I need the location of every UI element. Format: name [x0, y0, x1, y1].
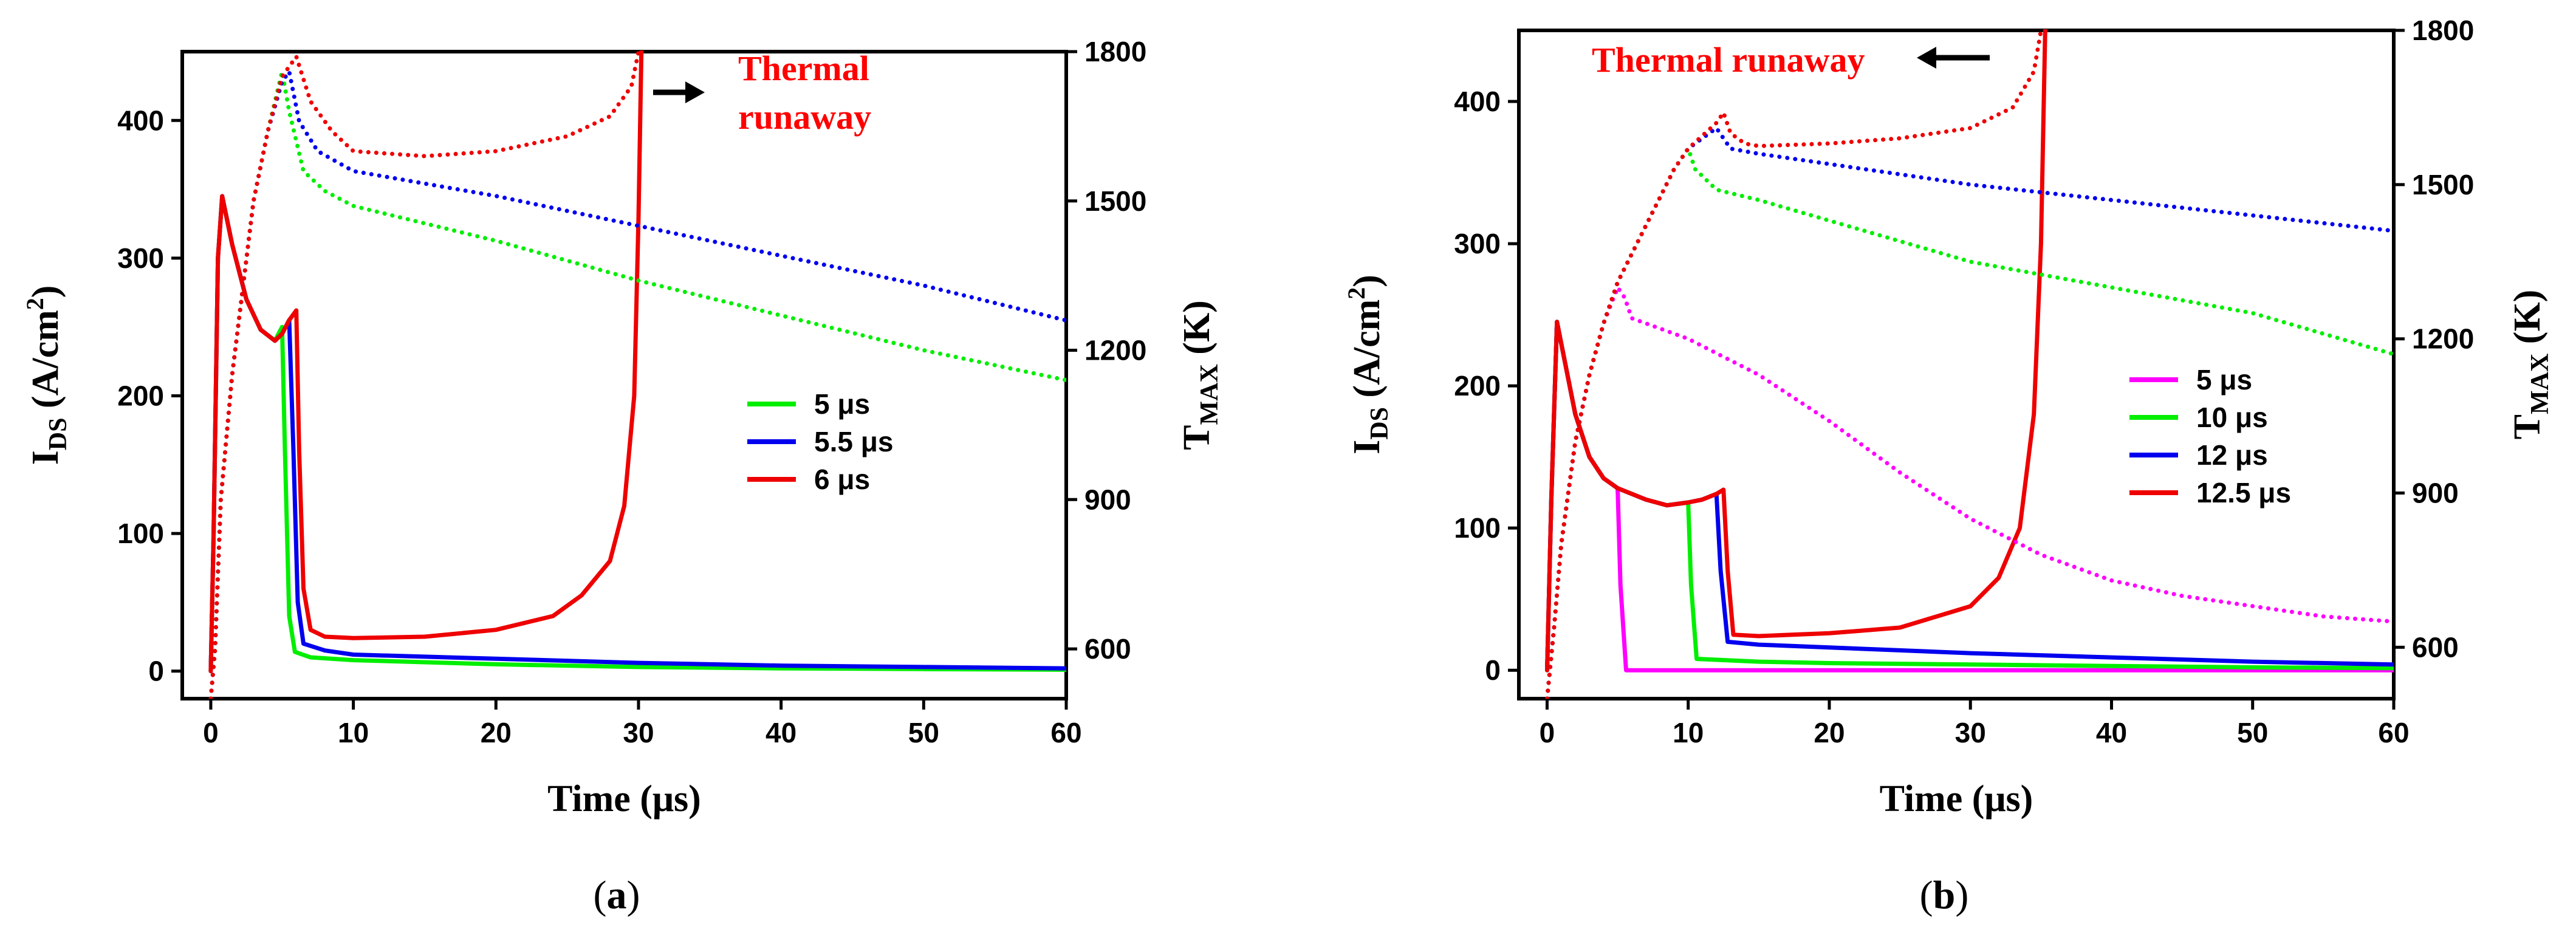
- y-left-label-main: I: [1346, 440, 1388, 454]
- y-right-tick-label: 1800: [1084, 36, 1146, 67]
- y-left-axis-label: IDS (A/cm2): [1343, 275, 1394, 454]
- plot-frame: [1517, 29, 2396, 700]
- series-layer: [208, 50, 1066, 699]
- x-axis-label: Time (μs): [1880, 778, 2033, 820]
- y-right-axis-label: TMAX (K): [1176, 300, 1224, 450]
- y-left-tick-label: 200: [1454, 370, 1501, 402]
- x-tick-label: 30: [1955, 717, 1986, 748]
- x-axis-label: Time (μs): [547, 778, 701, 820]
- x-tick-label: 0: [1540, 717, 1555, 748]
- series-line-6-s: [208, 50, 644, 674]
- y-right-tick-label: 1500: [2412, 169, 2474, 200]
- legend-label-12-5-s: 12.5 μs: [2196, 477, 2291, 509]
- y-left-tick-label: 200: [117, 380, 164, 411]
- panel-caption: (a): [594, 873, 640, 917]
- y-right-tick-label: 1500: [1084, 185, 1146, 217]
- annotation-text-line2: runaway: [738, 97, 871, 137]
- legend-label-10-s: 10 μs: [2196, 402, 2268, 433]
- y-left-label-close: ): [25, 286, 66, 298]
- y-right-label-sub: MAX: [1196, 364, 1224, 425]
- y-left-tick-label: 400: [1454, 86, 1501, 117]
- series-line-t-12-5-s: [1545, 29, 2043, 699]
- y-left-tick-label: 100: [117, 518, 164, 549]
- x-tick-label: 0: [203, 717, 219, 748]
- legend-label-5-s: 5 μs: [814, 388, 870, 420]
- legend: 5 μs 10 μs 12 μs 12.5 μs: [2129, 364, 2291, 509]
- series-line-12-5-s: [1545, 29, 2047, 673]
- panel-caption: (b): [1920, 873, 1969, 917]
- x-tick-label: 20: [1814, 717, 1845, 748]
- y-left-tick-label: 300: [1454, 228, 1501, 259]
- y-left-label-sup: 2: [21, 298, 49, 310]
- x-tick-label: 30: [623, 717, 654, 748]
- y-right-tick-label: 1200: [1084, 335, 1146, 366]
- legend-label-5-5-s: 5.5 μs: [814, 426, 893, 457]
- series-line-t-6-s: [208, 50, 641, 699]
- chart-panel-a: 0 10 20 30 40 50 60010020030040060090012001500…: [21, 36, 1224, 917]
- y-left-label-close: ): [1346, 275, 1388, 287]
- y-left-tick-label: 400: [117, 104, 164, 136]
- y-left-tick-label: 100: [1454, 512, 1501, 544]
- x-tick-label: 50: [908, 717, 939, 748]
- x-tick-label: 10: [1673, 717, 1704, 748]
- caption-letter: a: [607, 873, 627, 917]
- legend-label-12-s: 12 μs: [2196, 439, 2268, 471]
- legend-label-5-s: 5 μs: [2196, 364, 2252, 396]
- y-right-axis-label: TMAX (K): [2507, 290, 2554, 440]
- y-right-label-units: (K): [1176, 300, 1218, 364]
- y-right-tick-label: 600: [1084, 633, 1131, 665]
- y-left-label-sup: 2: [1343, 287, 1370, 300]
- caption-close-paren: ): [1955, 873, 1968, 917]
- y-right-label-units: (K): [2507, 290, 2548, 354]
- x-tick-label: 20: [481, 717, 512, 748]
- annotation-text-line1: Thermal: [738, 49, 869, 88]
- annotation-arrow-head: [685, 81, 705, 103]
- y-left-label-units: (A/cm: [1346, 300, 1388, 407]
- x-tick-label: 10: [338, 717, 369, 748]
- y-left-label-main: I: [25, 450, 66, 465]
- series-line-t-10-s: [1545, 146, 2394, 699]
- caption-open-paren: (: [594, 873, 607, 917]
- x-tick-label: 60: [1050, 717, 1081, 748]
- legend: 5 μs 5.5 μs 6 μs: [747, 388, 893, 495]
- y-left-axis-label: IDS (A/cm2): [21, 286, 72, 465]
- x-tick-label: 60: [2378, 717, 2409, 748]
- y-left-tick-label: 300: [117, 242, 164, 274]
- series-layer: [1545, 29, 2394, 699]
- y-right-tick-label: 1200: [2412, 323, 2474, 355]
- y-left-tick-label: 0: [1485, 654, 1501, 686]
- y-left-label-sub: DS: [44, 418, 72, 451]
- y-right-tick-label: 900: [2412, 478, 2459, 509]
- y-left-tick-label: 0: [148, 656, 164, 687]
- y-right-tick-label: 600: [2412, 631, 2459, 663]
- chart-panel-b: 0 10 20 30 40 50 60010020030040060090012001500…: [1343, 15, 2554, 917]
- y-right-tick-label: 900: [1084, 484, 1131, 515]
- caption-open-paren: (: [1920, 873, 1933, 917]
- y-left-label-units: (A/cm: [25, 310, 66, 417]
- x-tick-label: 40: [2096, 717, 2127, 748]
- y-right-label-sub: MAX: [2526, 354, 2554, 414]
- plot-frame: [180, 50, 1068, 700]
- y-right-label-main: T: [2507, 414, 2548, 439]
- y-right-tick-label: 1800: [2412, 15, 2474, 46]
- x-tick-label: 50: [2237, 717, 2268, 748]
- y-right-label-main: T: [1176, 425, 1218, 450]
- y-left-label-sub: DS: [1366, 407, 1394, 440]
- annotation-arrow-head: [1917, 47, 1936, 69]
- x-tick-label: 40: [766, 717, 796, 748]
- legend-label-6-s: 6 μs: [814, 464, 870, 495]
- caption-letter: b: [1933, 873, 1956, 917]
- annotation-text: Thermal runaway: [1592, 40, 1865, 80]
- caption-close-paren: ): [627, 873, 640, 917]
